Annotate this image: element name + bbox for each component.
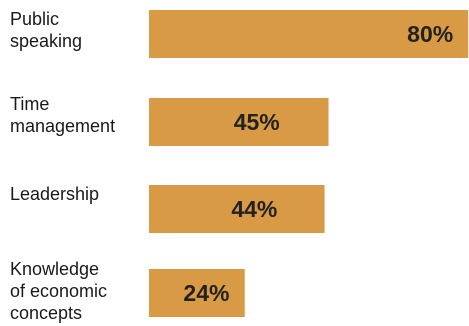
value-labels: 80% 45% 44% 24% [183,21,453,306]
bar-0 [149,10,469,58]
category-label-line: Public [10,9,59,29]
category-label-3: Knowledge of economic concepts [10,259,107,323]
category-label-line: Knowledge [10,259,99,279]
value-label-2: 44% [231,196,277,222]
category-label-line: concepts [10,303,82,323]
bar-1 [149,98,329,146]
value-label-1: 45% [234,109,280,135]
category-labels: Public speaking Time management Leadership Kn… [10,9,115,323]
category-label-line: speaking [10,31,82,51]
category-label-line: management [10,116,115,136]
category-label-1: Time management [10,94,115,136]
category-label-line: Time [10,94,49,114]
bars-layer [149,10,469,317]
category-label-0: Public speaking [10,9,82,51]
category-label-2: Leadership [10,184,99,204]
value-label-0: 80% [407,21,453,47]
value-label-3: 24% [183,280,229,306]
bar-3 [149,269,245,317]
category-label-line: Leadership [10,184,99,204]
category-label-line: of economic [10,281,107,301]
bar-2 [149,185,325,233]
